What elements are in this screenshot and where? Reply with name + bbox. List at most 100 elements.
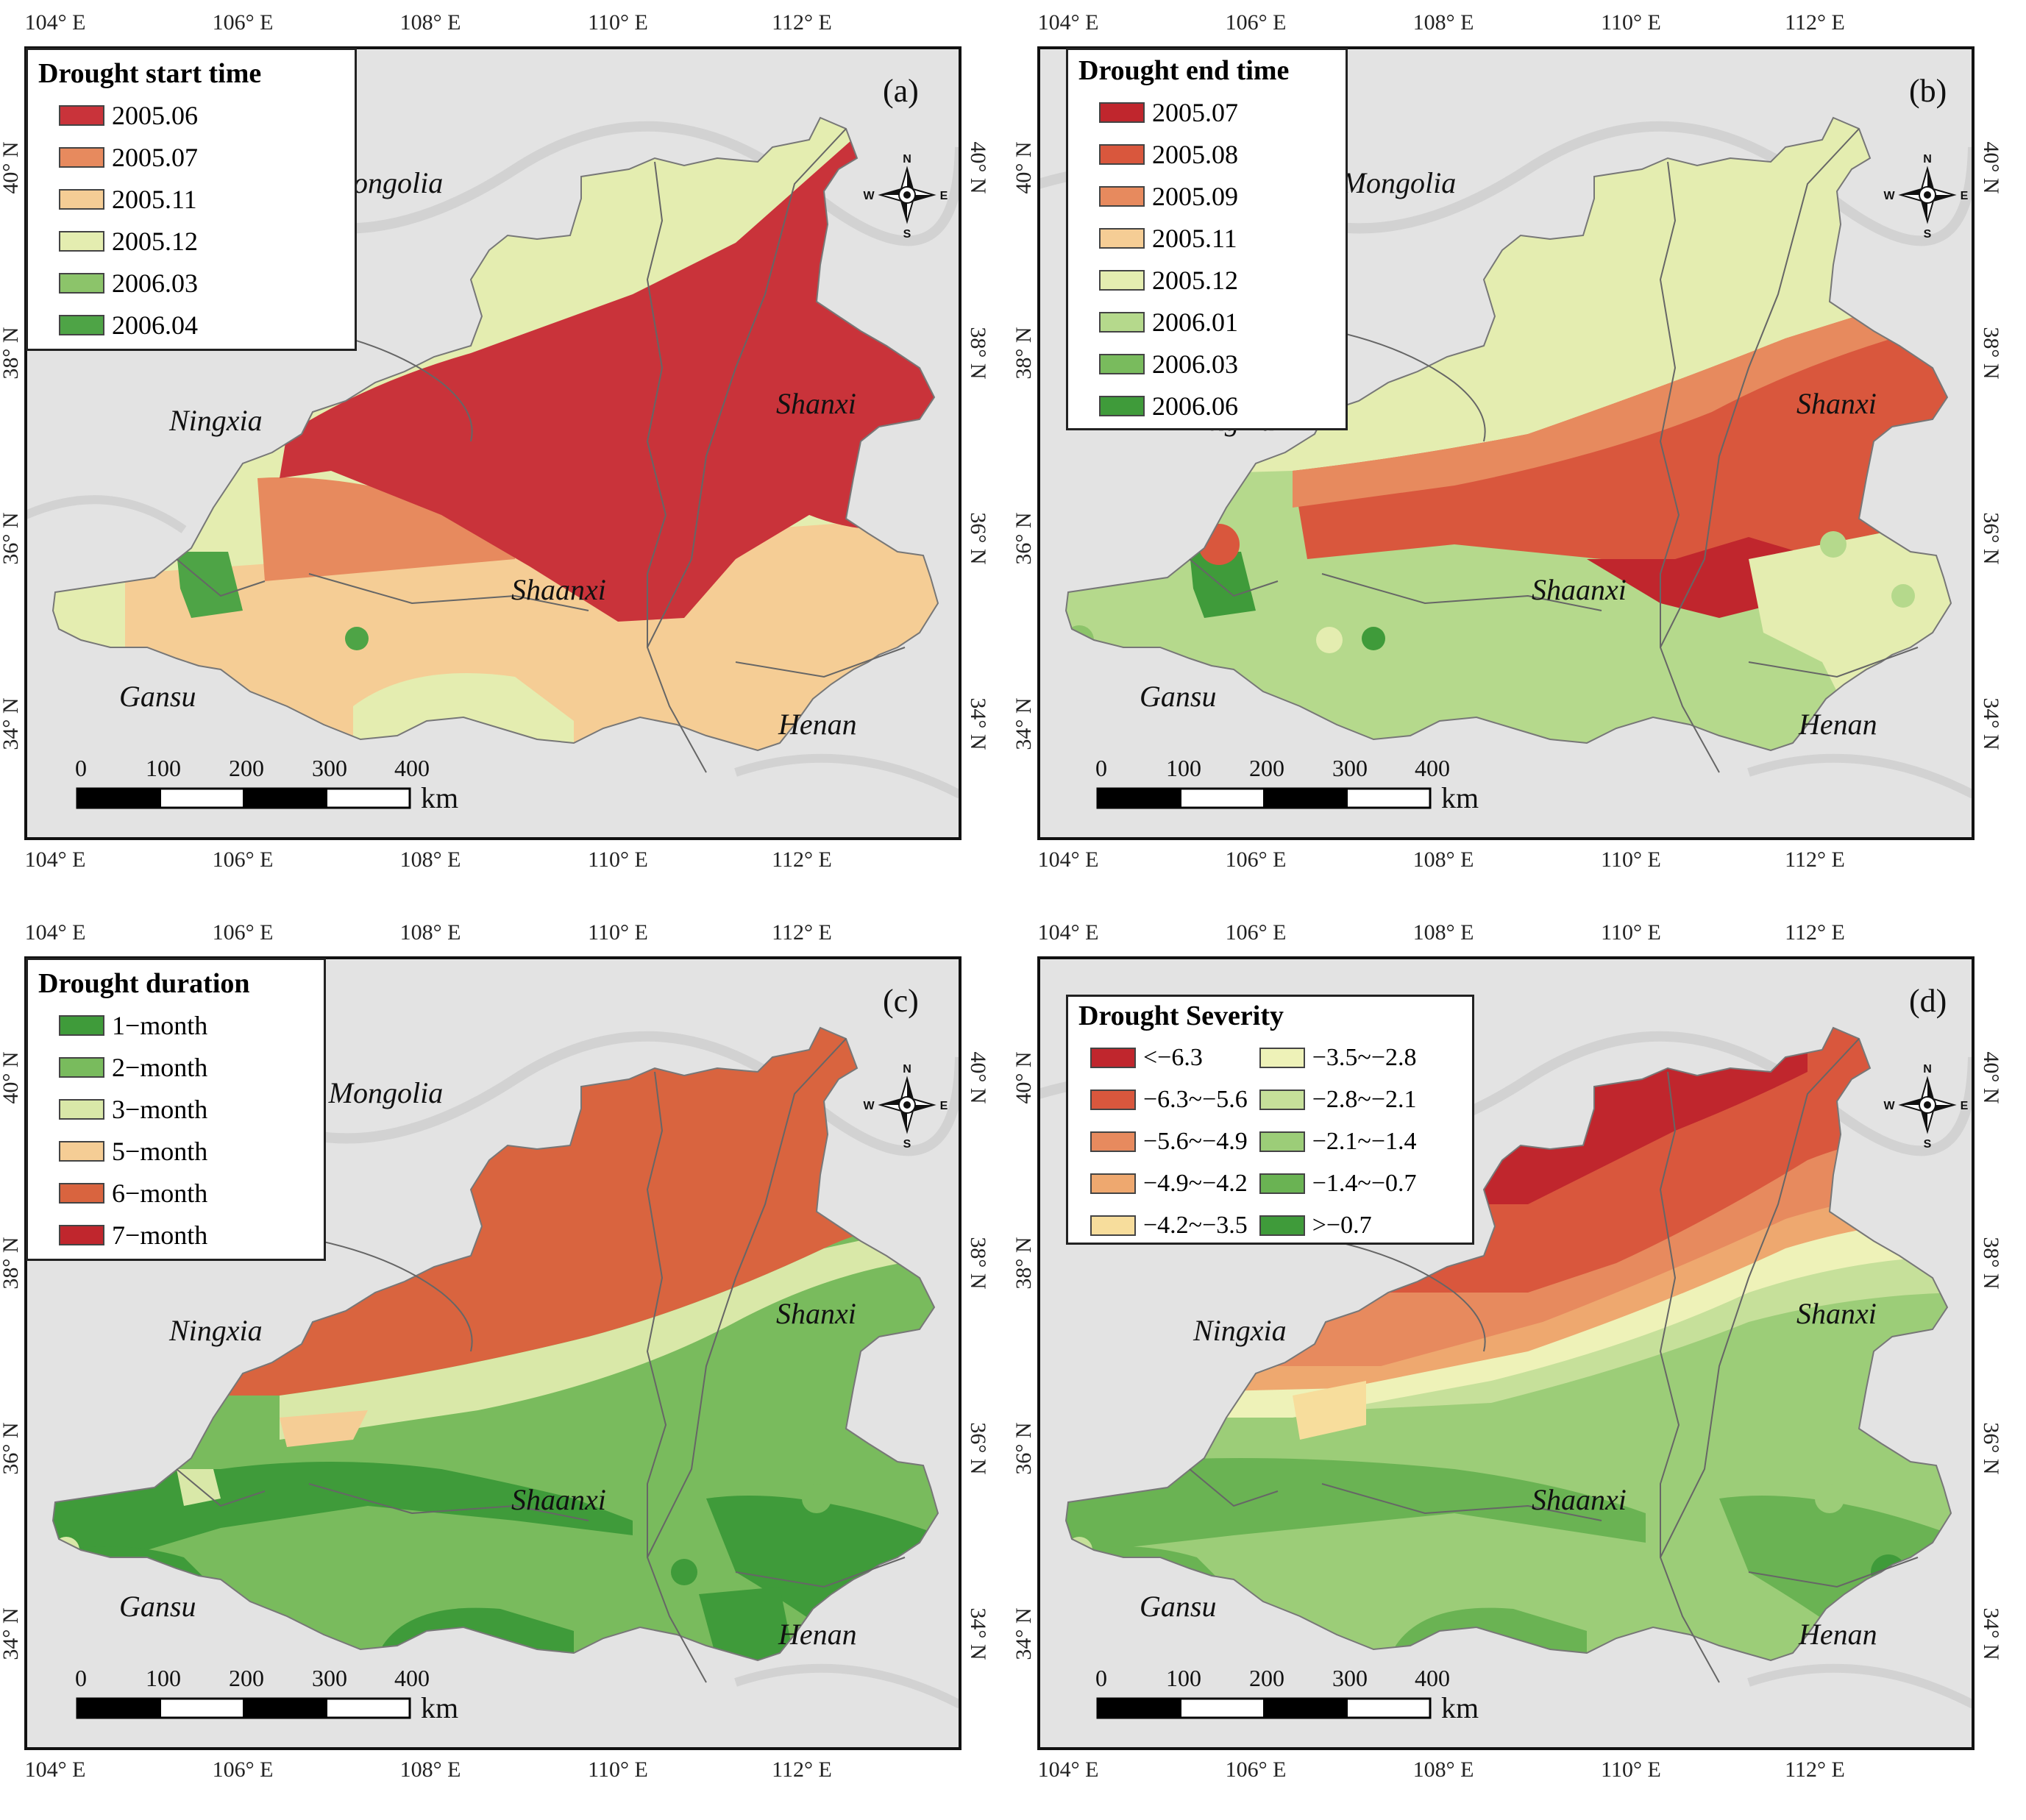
lat-tick-left: 34° N [1012,1607,1036,1660]
lon-tick-bottom: 110° E [1601,1757,1661,1782]
legend-swatch [1259,1131,1305,1152]
lon-tick-top: 108° E [400,920,461,945]
lat-tick-right: 36° N [966,1422,990,1474]
legend-item: 7−month [38,1214,313,1256]
label-henan: Henan [778,1618,857,1651]
legend-label: 2006.04 [112,310,198,340]
lon-tick-top: 106° E [213,10,274,35]
lat-tick-right: 34° N [966,1607,990,1660]
legend-end-time: Drought end time 2005.07 2005.08 2005.09… [1066,48,1348,430]
compass-w: W [863,1100,875,1112]
scale-label: 0 [75,1665,87,1691]
legend-label: 7−month [112,1220,208,1250]
label-shanxi: Shanxi [1796,1297,1877,1330]
legend-swatch [1090,1173,1136,1194]
legend-item: −6.3~−5.6 [1078,1078,1248,1120]
lon-tick-top: 106° E [1226,10,1287,35]
legend-label: 2005.09 [1152,181,1238,211]
legend-item: 2006.06 [1078,385,1335,427]
compass-s: S [903,1138,911,1151]
lat-tick-left: 38° N [0,1237,23,1289]
legend-label: 2005.07 [1152,97,1238,127]
legend-swatch [1099,269,1145,291]
panel-d: 104° E 106° E 108° E 110° E 112° E 104° … [1012,910,2026,1820]
legend-column-left: <−6.3 −6.3~−5.6 −5.6~−4.9 −4.9~−4.2 −4.2… [1078,1037,1248,1246]
scale-label: 400 [1415,1665,1450,1691]
legend-swatch [1099,311,1145,333]
legend-label: 5−month [112,1136,208,1166]
legend-swatch [1099,143,1145,165]
legend-label: 2006.03 [1152,349,1238,379]
legend-swatch [59,230,104,252]
legend-swatch [59,1182,104,1204]
legend-item: −2.8~−2.1 [1248,1078,1417,1120]
legend-label: −2.1~−1.4 [1312,1127,1417,1155]
scale-label: 200 [1249,1665,1284,1691]
label-shaanxi: Shaanxi [1532,1483,1627,1516]
lon-tick-bottom: 104° E [25,847,86,872]
compass-e: E [1961,1100,1969,1112]
legend-label: −6.3~−5.6 [1143,1085,1248,1113]
lon-tick-top: 106° E [213,920,274,945]
scale-label: 0 [75,755,87,781]
lon-tick-top: 104° E [1038,10,1099,35]
legend-label: −4.2~−3.5 [1143,1211,1248,1239]
lon-tick-top: 110° E [1601,920,1661,945]
legend-item: 2006.03 [1078,343,1335,385]
lon-tick-bottom: 108° E [400,1757,461,1782]
legend-label: −5.6~−4.9 [1143,1127,1248,1155]
scale-label: 300 [1332,1665,1368,1691]
legend-swatch [1090,1089,1136,1110]
legend-item: −1.4~−0.7 [1248,1162,1417,1204]
scale-label: 200 [229,755,264,781]
legend-item: 2005.11 [1078,217,1335,259]
label-ningxia: Ningxia [1193,1314,1287,1347]
scale-label: 200 [1249,755,1284,781]
lon-tick-bottom: 108° E [400,847,461,872]
scale-unit: km [421,781,458,814]
lat-tick-right: 38° N [1979,327,2003,379]
label-shanxi: Shanxi [1796,387,1877,420]
scale-label: 0 [1095,755,1107,781]
panel-letter: (d) [1909,983,1947,1019]
lon-tick-top: 104° E [25,920,86,945]
map-a: 104° E 106° E 108° E 110° E 112° E 104° … [0,10,990,872]
legend-label: 2006.01 [1152,307,1238,337]
legend-label: 3−month [112,1094,208,1124]
lat-tick-right: 34° N [966,697,990,750]
scale-label: 0 [1095,1665,1107,1691]
scale-label: 400 [1415,755,1450,781]
legend-item: >−0.7 [1248,1204,1417,1246]
legend-title: Drought duration [38,968,250,999]
lat-tick-right: 38° N [1979,1237,2003,1289]
compass-rose-icon: N S E W [863,1063,948,1151]
lon-tick-top: 112° E [1785,10,1845,35]
lon-tick-bottom: 104° E [25,1757,86,1782]
lon-tick-bottom: 112° E [1785,1757,1845,1782]
label-shanxi: Shanxi [776,387,856,420]
panel-letter: (a) [883,73,919,109]
legend-label: 2005.11 [1152,223,1237,253]
compass-n: N [1923,153,1932,166]
legend-swatch [59,1098,104,1120]
lat-tick-right: 38° N [966,1237,990,1289]
legend-item: 5−month [38,1130,313,1172]
legend-title: Drought Severity [1078,1000,1284,1031]
lat-tick-right: 36° N [966,512,990,564]
lat-tick-right: 40° N [1979,141,2003,193]
legend-label: 2005.12 [1152,265,1238,295]
legend-swatch [59,272,104,294]
label-ningxia: Ningxia [168,1314,263,1347]
lat-tick-right: 40° N [966,1051,990,1103]
lat-tick-right: 36° N [1979,512,2003,564]
legend-swatch [1099,353,1145,374]
legend-item: 2005.09 [1078,175,1335,217]
lon-tick-bottom: 106° E [1226,1757,1287,1782]
lon-tick-top: 104° E [25,10,86,35]
lat-tick-left: 36° N [0,512,23,564]
legend-item: −3.5~−2.8 [1248,1037,1417,1078]
legend-label: 2−month [112,1052,208,1082]
lat-tick-left: 40° N [0,141,23,193]
legend-swatch [1090,1131,1136,1152]
legend-swatch [1099,395,1145,416]
